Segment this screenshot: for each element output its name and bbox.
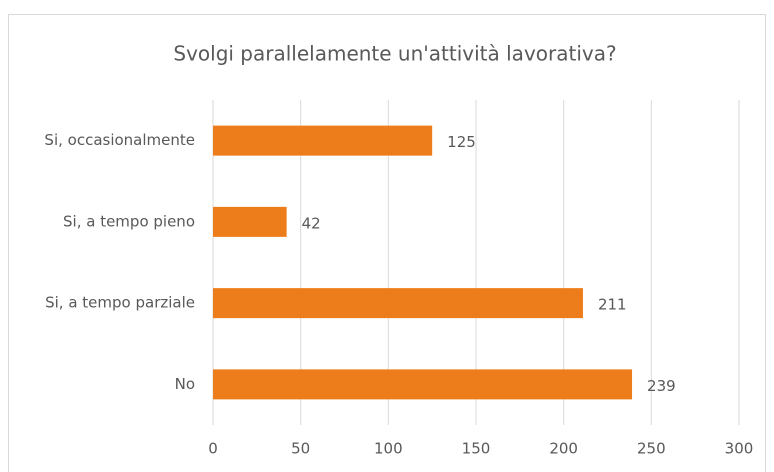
data-label: 239	[647, 377, 676, 395]
x-tick-label: 150	[462, 440, 491, 458]
chart-frame	[8, 14, 766, 472]
data-label: 125	[447, 133, 476, 151]
x-tick-label: 50	[291, 440, 310, 458]
bar	[213, 369, 633, 400]
data-label: 211	[598, 296, 627, 314]
x-tick-label: 200	[549, 440, 578, 458]
bar	[213, 206, 287, 237]
bar	[213, 125, 433, 156]
y-tick-label: No	[175, 375, 195, 393]
x-tick-label: 300	[725, 440, 754, 458]
y-tick-label: Si, a tempo parziale	[45, 294, 195, 312]
x-tick-label: 0	[208, 440, 218, 458]
bar	[213, 288, 583, 319]
x-tick-label: 100	[374, 440, 403, 458]
data-label: 42	[302, 214, 321, 232]
y-tick-label: Si, occasionalmente	[44, 131, 195, 149]
x-tick-label: 250	[637, 440, 666, 458]
y-tick-label: Si, a tempo pieno	[63, 212, 195, 230]
chart-title: Svolgi parallelamente un'attività lavora…	[173, 42, 616, 66]
